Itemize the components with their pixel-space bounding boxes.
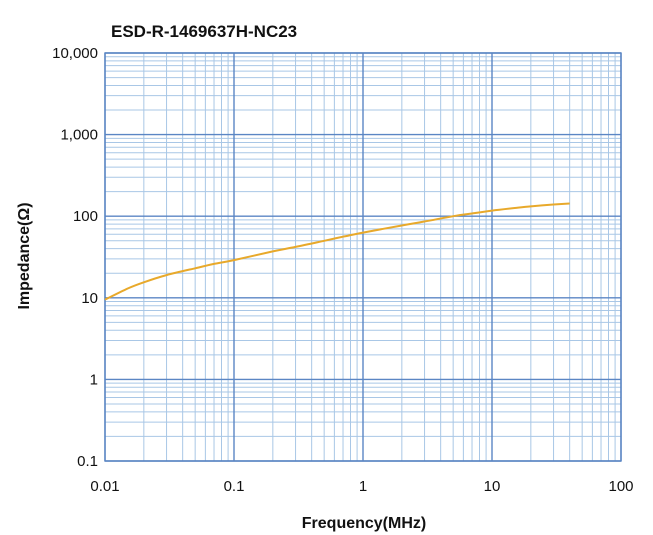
x-tick-label: 100 xyxy=(608,478,633,495)
x-tick-label: 10 xyxy=(484,478,501,495)
x-tick-label: 0.01 xyxy=(90,478,119,495)
x-tick-labels: 0.01 0.1 1 10 100 xyxy=(90,478,633,495)
chart-title: ESD-R-1469637H-NC23 xyxy=(111,22,297,41)
y-tick-label: 100 xyxy=(73,208,98,225)
x-tick-label: 1 xyxy=(359,478,367,495)
plot-frame xyxy=(104,52,622,462)
x-tick-label: 0.1 xyxy=(224,478,245,495)
y-tick-label: 1 xyxy=(90,371,98,388)
major-grid xyxy=(104,52,622,462)
y-tick-label: 10,000 xyxy=(52,45,98,62)
y-tick-label: 0.1 xyxy=(77,453,98,470)
y-tick-labels: 0.1 1 10 100 1,000 10,000 xyxy=(52,45,98,470)
minor-grid xyxy=(105,53,621,461)
y-tick-label: 1,000 xyxy=(60,127,98,144)
y-axis-title: Impedance(Ω) xyxy=(16,202,33,309)
series-layer xyxy=(104,202,570,301)
impedance-curve xyxy=(104,202,570,301)
y-tick-label: 10 xyxy=(81,290,98,307)
x-axis-title: Frequency(MHz) xyxy=(302,515,426,532)
